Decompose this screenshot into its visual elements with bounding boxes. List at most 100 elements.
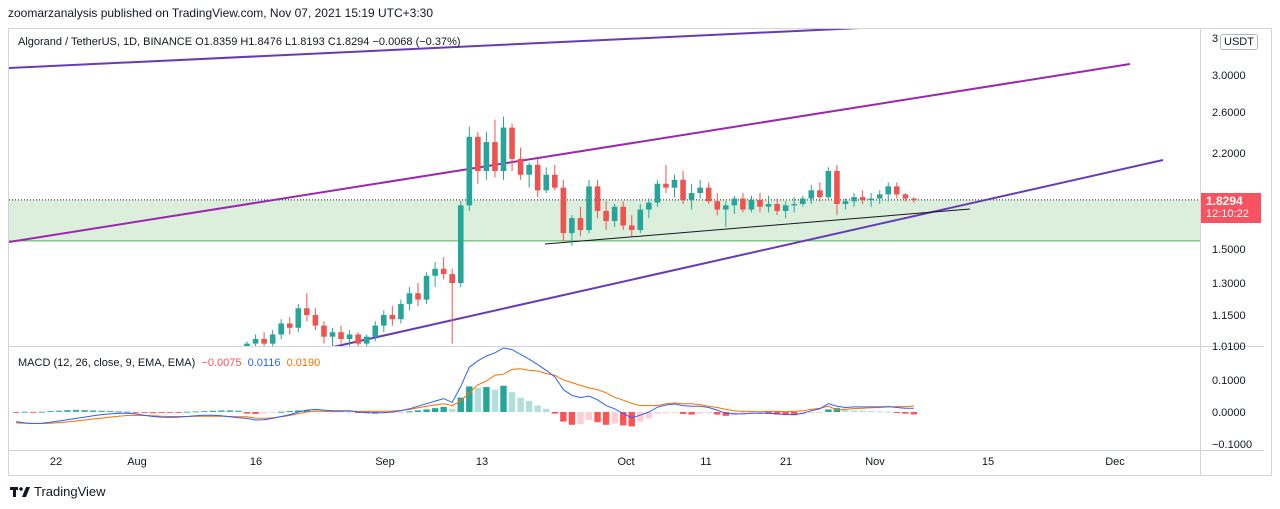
candle-body xyxy=(714,201,721,210)
time-axis-label: 16 xyxy=(250,456,262,468)
candle-body xyxy=(475,136,481,171)
candle-body xyxy=(363,336,370,344)
candle-body xyxy=(423,275,430,300)
macd-signal-line xyxy=(16,368,914,424)
macd-histogram-bar xyxy=(910,412,918,415)
candle-body xyxy=(286,323,293,328)
tradingview-logo-icon xyxy=(10,486,30,497)
time-axis-label: 11 xyxy=(700,456,711,468)
candle-body xyxy=(261,339,267,344)
candle-body xyxy=(723,205,729,210)
candle-body xyxy=(406,293,413,304)
candle-body xyxy=(671,179,678,188)
macd-histogram-bar xyxy=(440,406,447,412)
candle-body xyxy=(791,203,797,206)
last-price-value: 1.8294 xyxy=(1206,194,1243,208)
time-axis-label: 21 xyxy=(780,456,792,468)
price-axis-label: 3.0000 xyxy=(1212,70,1246,82)
macd-histogram-bar xyxy=(474,388,482,412)
candle-body xyxy=(389,315,396,320)
candle-body xyxy=(269,334,276,344)
macd-histogram-bar xyxy=(842,410,849,412)
macd-histogram-bar xyxy=(594,412,601,423)
macd-histogram-bar xyxy=(602,412,610,425)
macd-histogram-bar xyxy=(175,412,182,413)
candle-body xyxy=(543,174,550,191)
candle-body xyxy=(637,209,644,231)
macd-histogram-bar xyxy=(662,412,670,414)
macd-histogram-bar xyxy=(55,410,63,412)
candle-body xyxy=(757,199,763,207)
candle-body xyxy=(346,334,353,340)
macd-histogram-bar xyxy=(183,411,191,413)
candle-body xyxy=(894,186,900,195)
candle-body xyxy=(329,332,336,337)
candle-body xyxy=(338,332,344,340)
candle-body xyxy=(654,183,661,203)
currency-button[interactable]: USDT xyxy=(1220,34,1258,50)
price-axis-label-partial: 3 xyxy=(1212,33,1218,45)
channel-mid-line xyxy=(9,63,1131,243)
macd-histogram-bar xyxy=(696,412,704,414)
candle-body xyxy=(799,198,806,204)
candle-body xyxy=(552,174,558,188)
macd-histogram-bar xyxy=(47,411,54,413)
macd-histogram-bar xyxy=(141,412,148,413)
candle-body xyxy=(577,218,584,231)
candle-body xyxy=(440,268,447,275)
candle-body xyxy=(517,158,524,175)
candle-body xyxy=(620,206,626,226)
macd-histogram-bar xyxy=(269,412,276,413)
macd-histogram-bar xyxy=(885,411,892,413)
ohlc-values: O1.8359 H1.8476 L1.8193 C1.8294 −0.0068 … xyxy=(195,36,461,48)
candle-body xyxy=(432,268,438,276)
candle-body xyxy=(509,127,515,159)
candle-body xyxy=(449,274,455,283)
candle-body xyxy=(526,164,532,175)
macd-line-value: 0.0116 xyxy=(247,357,281,369)
candle-body xyxy=(646,202,652,210)
candle-body xyxy=(534,164,541,191)
chart-frame xyxy=(8,28,1272,476)
time-axis-label: Dec xyxy=(1105,456,1125,468)
macd-histogram-bar xyxy=(218,410,225,412)
macd-histogram-bar xyxy=(816,412,824,413)
candle-body xyxy=(876,194,883,199)
macd-histogram-bar xyxy=(149,412,157,414)
macd-axis-label: 0.1000 xyxy=(1212,375,1246,387)
time-axis-label: Nov xyxy=(865,456,885,468)
macd-histogram-bar xyxy=(791,412,798,416)
macd-histogram-bar xyxy=(645,412,653,419)
footer: TradingView xyxy=(10,484,106,499)
candle-body xyxy=(611,206,618,222)
macd-histogram-bar xyxy=(500,385,507,412)
macd-histogram-bar xyxy=(406,411,413,413)
macd-axis-label: −0.1000 xyxy=(1212,439,1252,451)
candle-body xyxy=(628,225,635,231)
macd-histogram-bar xyxy=(192,411,199,413)
macd-histogram-bar xyxy=(825,409,832,412)
price-axis-label: 1.1500 xyxy=(1212,310,1246,322)
candle-body xyxy=(731,198,738,206)
macd-histogram-bar xyxy=(98,410,105,412)
brand-name[interactable]: TradingView xyxy=(34,484,106,499)
candle-body xyxy=(859,197,866,200)
time-axis-label: 13 xyxy=(476,456,488,468)
macd-histogram-bar xyxy=(303,410,311,412)
candle-body xyxy=(321,325,327,337)
macd-histogram-bar xyxy=(850,410,858,412)
candle-body xyxy=(381,315,387,326)
macd-histogram-bar xyxy=(585,412,593,420)
candle-body xyxy=(834,170,840,204)
macd-histogram-bar xyxy=(158,412,165,413)
published-header: zoomarzanalysis published on TradingView… xyxy=(8,6,434,20)
macd-line xyxy=(16,347,914,425)
time-axis-label: 22 xyxy=(50,456,62,468)
macd-histogram-bar xyxy=(235,410,242,412)
macd-histogram-bar xyxy=(688,412,695,415)
candle-body xyxy=(483,142,490,171)
candle-body xyxy=(851,197,857,202)
candle-body xyxy=(252,339,259,344)
ascending-trendline xyxy=(544,208,971,245)
